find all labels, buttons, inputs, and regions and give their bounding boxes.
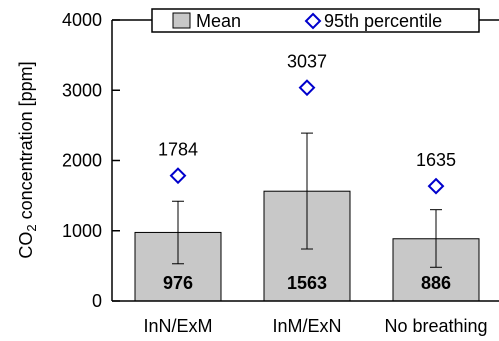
percentile-marker	[169, 167, 187, 185]
y-tick-label: 2000	[62, 151, 102, 171]
y-axis-label-rest: concentration [ppm]	[16, 61, 36, 224]
x-axis-tick-labels: InN/ExM InM/ExN No breathing	[143, 316, 487, 336]
y-axis-label-subscript: 2	[24, 224, 39, 231]
y-axis-ticks: 0 1000 2000 3000 4000	[62, 10, 120, 311]
x-tick-label: InM/ExN	[272, 316, 341, 336]
legend-diamond-icon	[304, 12, 322, 30]
y-tick-label: 0	[92, 291, 102, 311]
percentile-value-label: 1635	[416, 150, 456, 170]
mean-value-label: 886	[421, 273, 451, 293]
y-tick-label: 3000	[62, 80, 102, 100]
x-tick-label: InN/ExM	[143, 316, 212, 336]
mean-value-label: 1563	[287, 273, 327, 293]
percentile-marker	[298, 79, 316, 97]
y-axis-label: CO2 concentration [ppm]	[16, 61, 39, 258]
error-bars	[172, 132, 442, 268]
x-tick-label: No breathing	[384, 316, 487, 336]
legend-label-percentile: 95th percentile	[324, 11, 442, 31]
mean-value-label: 976	[163, 273, 193, 293]
data-labels: 976 1784 1563 3037 886 1635	[158, 52, 456, 293]
y-axis-label-main: CO	[16, 232, 36, 259]
y-tick-label: 1000	[62, 221, 102, 241]
legend-label-mean: Mean	[196, 11, 241, 31]
legend-swatch-mean	[172, 12, 191, 29]
percentile-marker	[427, 177, 445, 195]
percentile-value-label: 1784	[158, 140, 198, 160]
legend: Mean 95th percentile	[151, 8, 480, 33]
y-tick-label: 4000	[62, 10, 102, 30]
percentile-markers	[169, 79, 445, 195]
percentile-value-label: 3037	[287, 52, 327, 72]
